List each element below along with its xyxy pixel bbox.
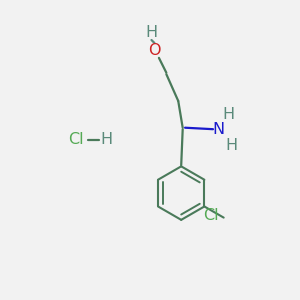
Text: H: H <box>146 25 158 40</box>
Text: H: H <box>101 132 113 147</box>
Text: Cl: Cl <box>203 208 219 223</box>
Text: N: N <box>212 122 224 137</box>
Text: Cl: Cl <box>68 132 83 147</box>
Text: H: H <box>223 107 235 122</box>
Text: O: O <box>148 43 161 58</box>
Text: H: H <box>226 138 238 153</box>
